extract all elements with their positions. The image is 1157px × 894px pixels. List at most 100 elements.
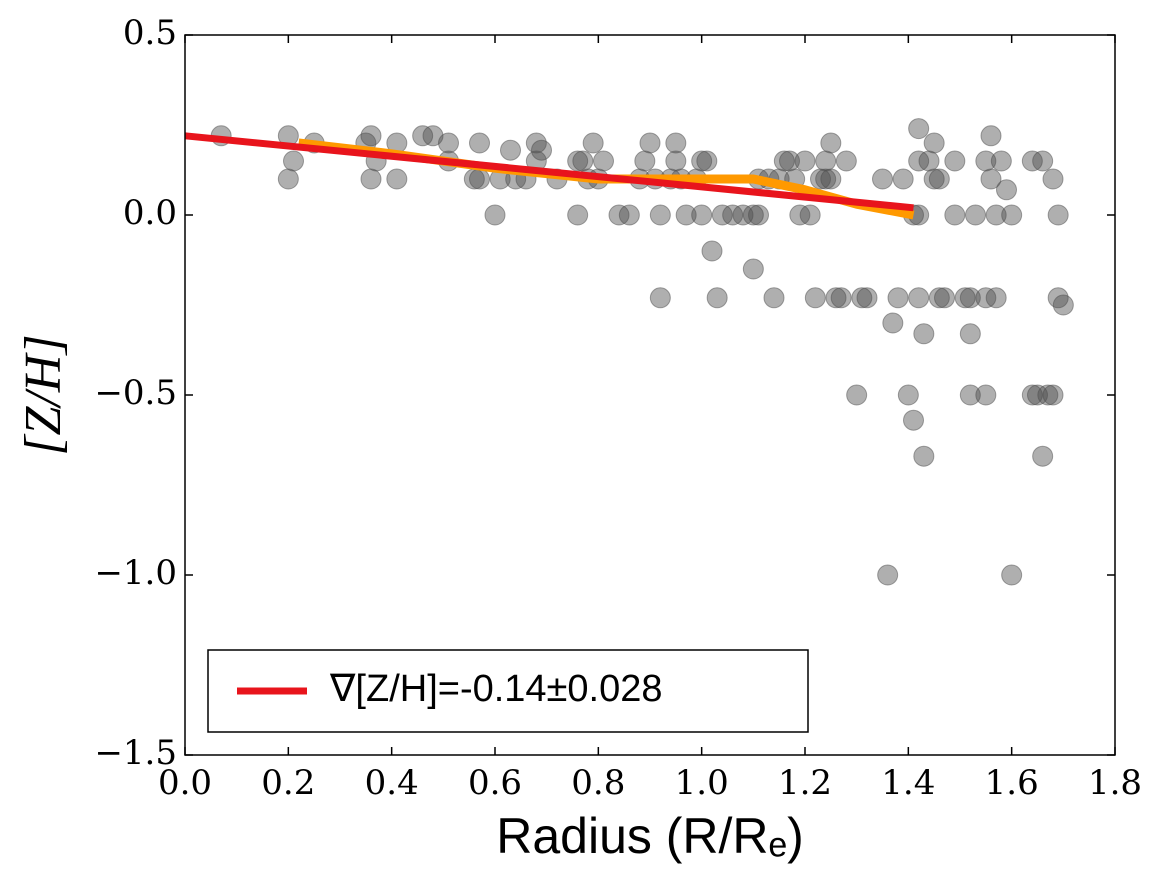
plot-frame (184, 34, 1116, 756)
scatter-point (1032, 445, 1054, 467)
scatter-point (582, 132, 604, 154)
legend-label: ∇[Z/H]=-0.14±0.028 (329, 668, 663, 710)
scatter-point (856, 287, 878, 309)
legend-box (207, 649, 809, 733)
scatter-point (908, 118, 930, 140)
scatter-point (531, 139, 552, 161)
scatter-point (965, 204, 986, 226)
scatter-point (913, 445, 935, 467)
scatter-point (959, 323, 981, 345)
scatter-point (820, 168, 842, 190)
scatter-point (928, 168, 950, 190)
scatter-point (913, 323, 935, 345)
scatter-point (469, 132, 490, 154)
scatter-point (835, 150, 857, 172)
scatter-point (665, 150, 687, 172)
y-tick-label: 0.5 (123, 13, 177, 53)
scatter-point (665, 132, 687, 154)
scatter-point (903, 409, 924, 431)
scatter-point (934, 287, 955, 309)
y-tick-label: −0.5 (94, 373, 177, 413)
scatter-point (500, 139, 521, 161)
x-tick-label: 1.2 (778, 763, 832, 803)
scatter-point (923, 132, 945, 154)
scatter-point (422, 125, 444, 147)
scatter-point (1021, 384, 1043, 406)
scatter-point (360, 168, 382, 190)
scatter-point (954, 287, 976, 309)
x-tick-label: 0.8 (571, 763, 625, 803)
scatter-point (1042, 384, 1064, 406)
scatter-point (618, 204, 640, 226)
scatter-point (360, 125, 382, 147)
scatter-point (773, 150, 795, 172)
scatter-point (918, 150, 940, 172)
scatter-point (959, 287, 981, 309)
scatter-point (825, 287, 847, 309)
scatter-point (985, 204, 1007, 226)
scatter-point (1042, 168, 1064, 190)
scatter-point (975, 384, 997, 406)
scatter-point (928, 287, 950, 309)
scatter-point (830, 287, 852, 309)
scatter-point (742, 258, 764, 280)
scatter-point (1037, 384, 1059, 406)
scatter-point (815, 168, 837, 190)
scatter-point (1032, 150, 1054, 172)
scatter-point (742, 204, 764, 226)
line (184, 132, 914, 212)
scatter-point (959, 384, 981, 406)
scatter-point (438, 132, 459, 154)
scatter-point (469, 168, 490, 190)
scatter-point (820, 132, 842, 154)
scatter-point (1001, 564, 1023, 586)
scatter-point (634, 150, 656, 172)
scatter-point (985, 287, 1007, 309)
y-tick-label: −1.0 (94, 553, 177, 593)
scatter-point (815, 150, 837, 172)
scatter-point (283, 150, 304, 172)
y-tick-label: 0.0 (123, 193, 177, 233)
scatter-point (794, 150, 816, 172)
scatter-point (691, 204, 713, 226)
scatter-point (675, 204, 697, 226)
scatter-point (908, 287, 930, 309)
x-tick-label: 1.6 (985, 763, 1039, 803)
scatter-point (696, 150, 718, 172)
x-tick-label: 0.2 (261, 763, 315, 803)
scatter-point (567, 204, 589, 226)
scatter-point (691, 150, 713, 172)
scatter-point (897, 384, 919, 406)
scatter-point (990, 150, 1012, 172)
scatter-point (1047, 204, 1069, 226)
scatter-point (706, 287, 728, 309)
x-tick-label: 1.4 (881, 763, 935, 803)
scatter-point (892, 168, 914, 190)
scatter-point (484, 204, 506, 226)
scatter-point (386, 168, 408, 190)
scatter-point (851, 287, 873, 309)
scatter-point (1001, 204, 1023, 226)
x-tick-label: 0.6 (468, 763, 522, 803)
y-axis-label: [Z/H] (15, 334, 72, 455)
scatter-point (799, 204, 821, 226)
x-tick-label: 1.0 (675, 763, 729, 803)
scatter-point (877, 564, 899, 586)
scatter-point (593, 150, 614, 172)
scatter-point (572, 150, 594, 172)
scatter-point (567, 150, 589, 172)
scatter-point (277, 168, 299, 190)
scatter-point (1052, 294, 1074, 316)
x-tick-label: 1.8 (1088, 763, 1142, 803)
scatter-point (701, 240, 723, 262)
scatter-point (923, 168, 945, 190)
scatter-point (649, 204, 671, 226)
scatter-point (882, 312, 904, 334)
scatter-point (996, 179, 1017, 201)
scatter-point (872, 168, 893, 190)
scatter-point (763, 287, 785, 309)
scatter-point (980, 168, 1002, 190)
x-tick-label: 0.0 (158, 763, 212, 803)
